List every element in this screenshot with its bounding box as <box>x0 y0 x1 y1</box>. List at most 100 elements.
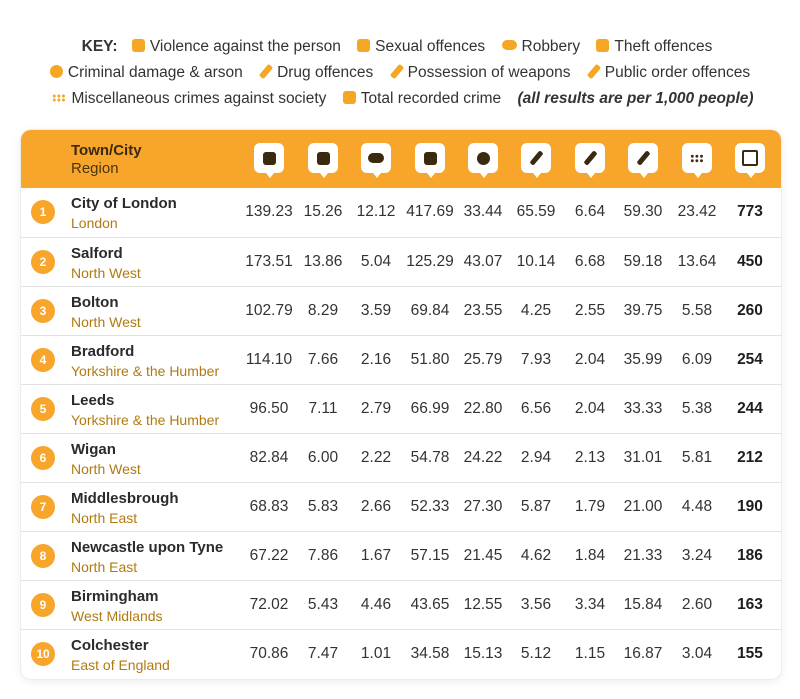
legend-item: Robbery <box>501 34 581 60</box>
legend-title: KEY: <box>81 38 118 55</box>
value-cell: 4.46 <box>360 596 392 613</box>
legend-line-3: Miscellaneous crimes against society Tot… <box>0 86 800 112</box>
town-name: Wigan <box>71 441 116 458</box>
value-cell: 24.22 <box>463 449 503 466</box>
value-cell: 6.09 <box>681 351 713 368</box>
value-cell: 4.48 <box>681 498 713 515</box>
value-cell: 15.84 <box>623 596 663 613</box>
value-cell: 2.04 <box>574 400 606 417</box>
value-cell: 7.93 <box>520 351 552 368</box>
fire-icon <box>49 65 63 78</box>
legend-item: Drug offences <box>258 60 373 86</box>
fist-icon <box>262 151 276 165</box>
rank-badge: 2 <box>31 250 55 274</box>
value-cell: 72.02 <box>249 596 289 613</box>
value-cell: 21.45 <box>463 547 503 564</box>
legend-label: Miscellaneous crimes against society <box>71 90 327 107</box>
value-cell: 13.64 <box>677 253 717 270</box>
value-cell: 96.50 <box>249 400 289 417</box>
legend-item: Possession of weapons <box>389 60 570 86</box>
value-cell: 2.16 <box>360 351 392 368</box>
header-chart-icon <box>735 143 765 178</box>
value-cell: 13.86 <box>303 253 343 270</box>
value-cell: 59.30 <box>623 203 663 220</box>
mask-icon <box>501 40 517 50</box>
value-cell: 66.99 <box>410 400 450 417</box>
legend-item: Criminal damage & arson <box>49 60 243 86</box>
header-syringe-icon <box>521 143 551 178</box>
legend-item: Miscellaneous crimes against society <box>52 86 326 112</box>
value-cell: 2.55 <box>574 302 606 319</box>
value-cell: 39.75 <box>623 302 663 319</box>
hand-icon <box>316 151 330 165</box>
value-cell: 23.55 <box>463 302 503 319</box>
value-cell: 67.22 <box>249 547 289 564</box>
region-name: East of England <box>71 657 170 673</box>
town-name: Middlesbrough <box>71 490 179 507</box>
town-name: Birmingham <box>71 588 159 605</box>
table-row: 7 Middlesbrough North East 68.83 5.83 2.66 52.… <box>21 482 781 531</box>
rank-badge: 5 <box>31 397 55 421</box>
chart-icon <box>742 150 758 166</box>
value-cell: 25.79 <box>463 351 503 368</box>
value-cell: 6.64 <box>574 203 606 220</box>
gavel-icon <box>586 63 601 80</box>
region-name: North East <box>71 559 138 575</box>
value-cell: 52.33 <box>410 498 450 515</box>
total-cell: 773 <box>737 203 763 220</box>
value-cell: 1.15 <box>574 645 606 662</box>
town-name: Salford <box>71 245 123 262</box>
value-cell: 15.26 <box>303 203 343 220</box>
value-cell: 3.24 <box>681 547 713 564</box>
legend-label: Criminal damage & arson <box>67 64 243 81</box>
value-cell: 2.79 <box>360 400 392 417</box>
table-row: 9 Birmingham West Midlands 72.02 5.43 4.46 43.… <box>21 580 781 629</box>
legend-item: Theft offences <box>596 34 712 60</box>
value-cell: 35.99 <box>623 351 663 368</box>
value-cell: 3.56 <box>520 596 552 613</box>
header-knife-icon <box>575 143 605 178</box>
value-cell: 33.44 <box>463 203 503 220</box>
value-cell: 1.79 <box>574 498 606 515</box>
value-cell: 7.86 <box>307 547 339 564</box>
value-cell: 12.12 <box>356 203 396 220</box>
town-name: Colchester <box>71 637 149 654</box>
legend-item: Violence against the person <box>131 34 341 60</box>
value-cell: 22.80 <box>463 400 503 417</box>
total-cell: 190 <box>737 498 763 515</box>
value-cell: 2.04 <box>574 351 606 368</box>
total-cell: 186 <box>737 547 763 564</box>
total-cell: 212 <box>737 449 763 466</box>
value-cell: 102.79 <box>245 302 293 319</box>
value-cell: 6.00 <box>307 449 339 466</box>
value-cell: 21.00 <box>623 498 663 515</box>
dots-icon <box>52 91 67 104</box>
rank-badge: 8 <box>31 544 55 568</box>
town-name: Bolton <box>71 294 119 311</box>
knife-icon <box>389 63 404 80</box>
value-cell: 1.67 <box>360 547 392 564</box>
header-region: Region <box>71 160 119 177</box>
crime-table: Town/City Region 1 City of London London 13… <box>21 130 781 679</box>
value-cell: 5.58 <box>681 302 713 319</box>
total-cell: 244 <box>737 400 763 417</box>
header-fire-icon <box>468 143 498 178</box>
legend-line-2: Criminal damage & arson Drug offences Po… <box>0 60 800 86</box>
bag-icon <box>596 39 610 52</box>
value-cell: 1.84 <box>574 547 606 564</box>
legend-label: Robbery <box>521 38 581 55</box>
total-cell: 163 <box>737 596 763 613</box>
region-name: West Midlands <box>71 608 163 624</box>
table-header: Town/City Region <box>21 130 781 188</box>
value-cell: 70.86 <box>249 645 289 662</box>
rank-badge: 10 <box>31 642 55 666</box>
value-cell: 2.60 <box>681 596 713 613</box>
mask-icon <box>368 153 384 163</box>
legend-line-1: KEY: Violence against the person Sexual … <box>0 34 800 60</box>
syringe-icon <box>528 150 544 166</box>
value-cell: 2.22 <box>360 449 392 466</box>
value-cell: 7.66 <box>307 351 339 368</box>
value-cell: 59.18 <box>623 253 663 270</box>
legend: KEY: Violence against the person Sexual … <box>0 34 800 112</box>
legend-note: (all results are per 1,000 people) <box>517 90 754 107</box>
